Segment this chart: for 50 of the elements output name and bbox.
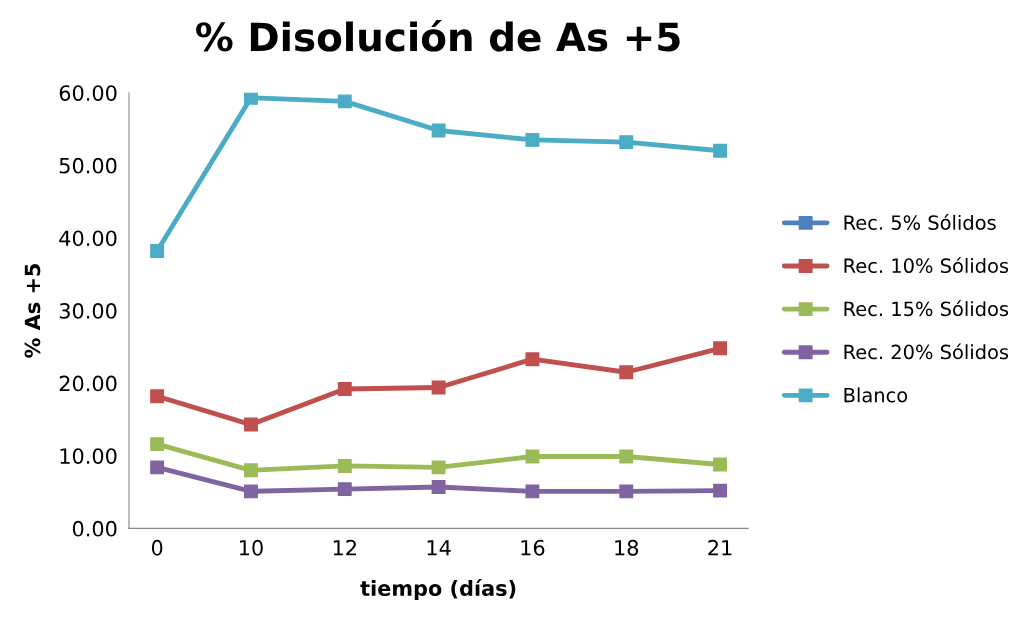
y-tick-label: 30.00 bbox=[59, 303, 117, 319]
x-tick-label: 14 bbox=[427, 540, 451, 556]
x-tick-label: 21 bbox=[708, 539, 732, 556]
legend-label: Rec. 15% Sólidos bbox=[844, 300, 1009, 317]
point bbox=[525, 132, 540, 147]
point bbox=[619, 484, 634, 499]
point bbox=[244, 463, 258, 478]
point bbox=[431, 480, 446, 494]
y-tick-label: 50.00 bbox=[59, 157, 117, 174]
y-tick-label: 20.00 bbox=[59, 375, 117, 392]
point bbox=[619, 449, 634, 464]
y-tick-label: 60.00 bbox=[59, 85, 117, 101]
point bbox=[150, 244, 165, 258]
x-tick-label: 16 bbox=[521, 539, 545, 556]
point bbox=[431, 123, 446, 138]
point bbox=[150, 389, 165, 404]
point bbox=[619, 135, 634, 150]
point bbox=[337, 458, 352, 473]
point bbox=[244, 417, 258, 432]
point bbox=[431, 460, 446, 475]
x-axis-title: tiempo (días) bbox=[360, 579, 516, 601]
legend-label: Blanco bbox=[844, 387, 908, 403]
point bbox=[244, 484, 258, 499]
legend-label: Rec. 20% Sólidos bbox=[844, 343, 1009, 360]
point bbox=[713, 457, 727, 472]
point bbox=[431, 380, 446, 395]
y-tick-label: 40.00 bbox=[59, 230, 117, 247]
x-tick-label: 18 bbox=[615, 539, 639, 556]
point bbox=[713, 483, 727, 498]
point bbox=[337, 94, 352, 109]
legend-label: Rec. 10% Sólidos bbox=[844, 257, 1009, 274]
point bbox=[525, 484, 540, 499]
point bbox=[713, 143, 727, 158]
point bbox=[619, 365, 634, 380]
point bbox=[150, 437, 165, 452]
point bbox=[150, 460, 165, 475]
point bbox=[713, 341, 727, 356]
x-tick-label: 10 bbox=[240, 539, 263, 556]
point bbox=[337, 382, 352, 396]
chart-title: % Disolución de As +5 bbox=[196, 19, 680, 52]
legend-label: Rec. 5% Sólidos bbox=[844, 214, 996, 230]
y-axis-title: % As +5 bbox=[24, 264, 41, 358]
y-tick-label: 0.00 bbox=[72, 520, 117, 537]
point bbox=[337, 482, 352, 497]
point bbox=[525, 449, 540, 464]
x-tick-label: 0 bbox=[151, 539, 163, 556]
point bbox=[244, 92, 258, 105]
x-tick-label: 12 bbox=[333, 539, 356, 556]
y-tick-label: 10.00 bbox=[60, 448, 117, 464]
point bbox=[525, 352, 540, 367]
